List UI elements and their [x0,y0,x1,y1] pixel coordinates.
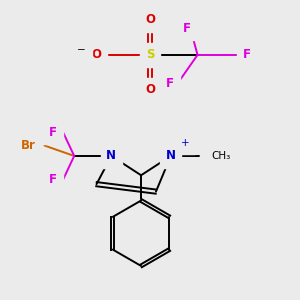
Text: F: F [243,48,250,62]
Text: F: F [49,126,57,139]
Text: −: − [77,44,86,55]
Text: Br: Br [21,139,36,152]
Text: F: F [49,173,57,186]
Text: N: N [106,149,116,162]
Text: O: O [145,13,155,26]
Text: F: F [183,22,191,34]
Text: S: S [146,48,154,62]
Text: +: + [182,139,190,148]
Text: CH₃: CH₃ [211,151,230,161]
Text: N: N [166,149,176,162]
Text: O: O [92,48,101,62]
Text: O: O [145,83,155,97]
Text: F: F [166,76,174,90]
